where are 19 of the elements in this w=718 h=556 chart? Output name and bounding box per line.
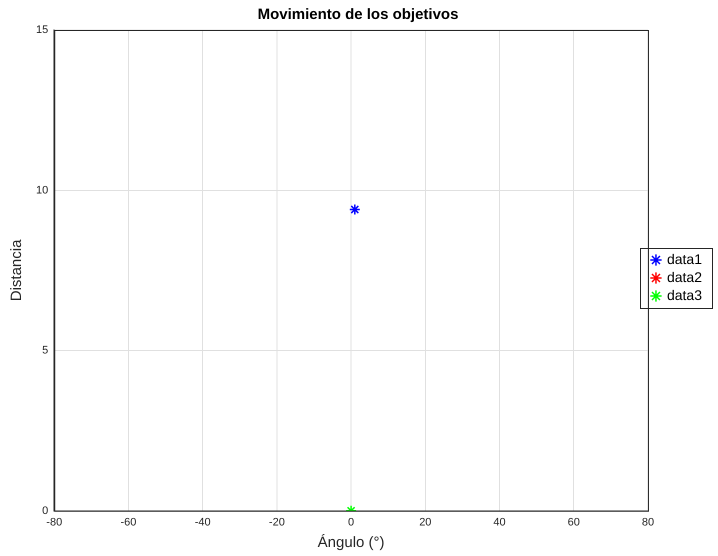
x-axis-title: Ángulo (°) <box>318 533 385 552</box>
y-tick-label: 5 <box>42 344 48 357</box>
x-tick-label: 40 <box>493 516 506 528</box>
legend-label: data2 <box>666 268 702 285</box>
chart-title: Movimiento de los objetivos <box>258 6 458 24</box>
y-tick-label: 10 <box>36 184 48 196</box>
x-tick-label: 0 <box>348 516 354 528</box>
x-tick-label: 80 <box>642 516 654 528</box>
x-tick-label: -60 <box>120 516 136 528</box>
y-tick-label: 15 <box>36 24 48 36</box>
x-tick-label: -20 <box>268 516 285 528</box>
y-axis-title: Distancia <box>8 238 26 302</box>
x-tick-label: -40 <box>194 516 211 528</box>
x-tick-label: 60 <box>568 516 580 528</box>
legend-label: data3 <box>666 286 702 303</box>
legend-label: data1 <box>666 250 702 267</box>
x-tick-label: 20 <box>419 516 432 528</box>
x-tick-label: -80 <box>46 516 62 528</box>
y-tick-label: 0 <box>42 504 48 517</box>
